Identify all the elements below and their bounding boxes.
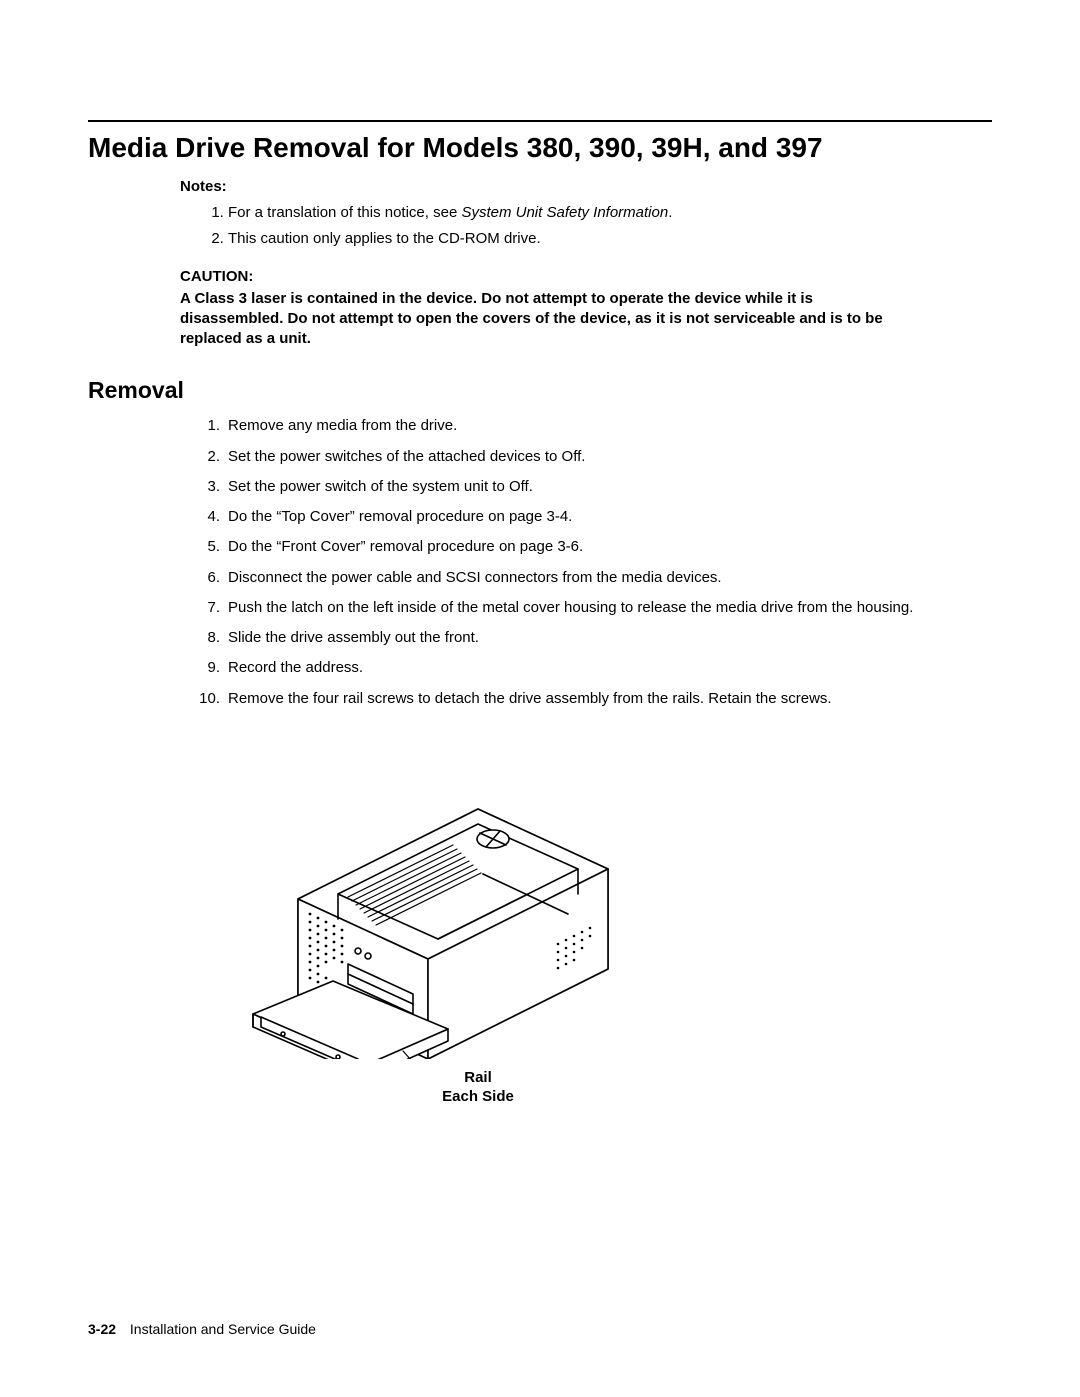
removal-step: Set the power switch of the system unit … <box>180 477 940 497</box>
removal-step: Disconnect the power cable and SCSI conn… <box>180 568 940 588</box>
rule-top <box>88 120 992 122</box>
removal-heading: Removal <box>88 377 992 404</box>
note-text-pre: This caution only applies to the CD-ROM … <box>228 230 541 247</box>
caution-text: A Class 3 laser is contained in the devi… <box>180 289 920 350</box>
page-number: 3-22 <box>88 1321 116 1337</box>
removal-step: Set the power switches of the attached d… <box>180 447 940 467</box>
note-text-italic: System Unit Safety Information <box>461 204 668 221</box>
note-item: This caution only applies to the CD-ROM … <box>228 229 992 249</box>
caution-block: CAUTION: A Class 3 laser is contained in… <box>180 268 992 350</box>
removal-steps: Remove any media from the drive. Set the… <box>180 416 992 709</box>
removal-step: Do the “Top Cover” removal procedure on … <box>180 507 940 527</box>
caution-label: CAUTION: <box>180 268 992 285</box>
page-footer: 3-22 Installation and Service Guide <box>88 1321 316 1337</box>
removal-step: Remove the four rail screws to detach th… <box>180 689 940 709</box>
figure-caption-line1: Rail <box>464 1069 492 1086</box>
removal-step: Push the latch on the left inside of the… <box>180 598 940 618</box>
note-text-pre: For a translation of this notice, see <box>228 204 461 221</box>
notes-label: Notes: <box>180 178 992 195</box>
notes-list: For a translation of this notice, see Sy… <box>228 203 992 250</box>
drive-removal-diagram <box>228 719 628 1059</box>
removal-step: Slide the drive assembly out the front. <box>180 628 940 648</box>
page-title: Media Drive Removal for Models 380, 390,… <box>88 132 992 164</box>
note-item: For a translation of this notice, see Sy… <box>228 203 992 223</box>
note-text-post: . <box>668 204 672 221</box>
doc-title-footer: Installation and Service Guide <box>130 1321 316 1337</box>
removal-step: Remove any media from the drive. <box>180 416 940 436</box>
document-page: Media Drive Removal for Models 380, 390,… <box>0 0 1080 1397</box>
removal-step: Record the address. <box>180 658 940 678</box>
notes-block: Notes: For a translation of this notice,… <box>180 178 992 250</box>
figure-caption: Rail Each Side <box>328 1068 628 1107</box>
figure-container: Rail Each Side <box>228 719 992 1107</box>
figure-caption-line2: Each Side <box>442 1088 514 1105</box>
removal-step: Do the “Front Cover” removal procedure o… <box>180 537 940 557</box>
